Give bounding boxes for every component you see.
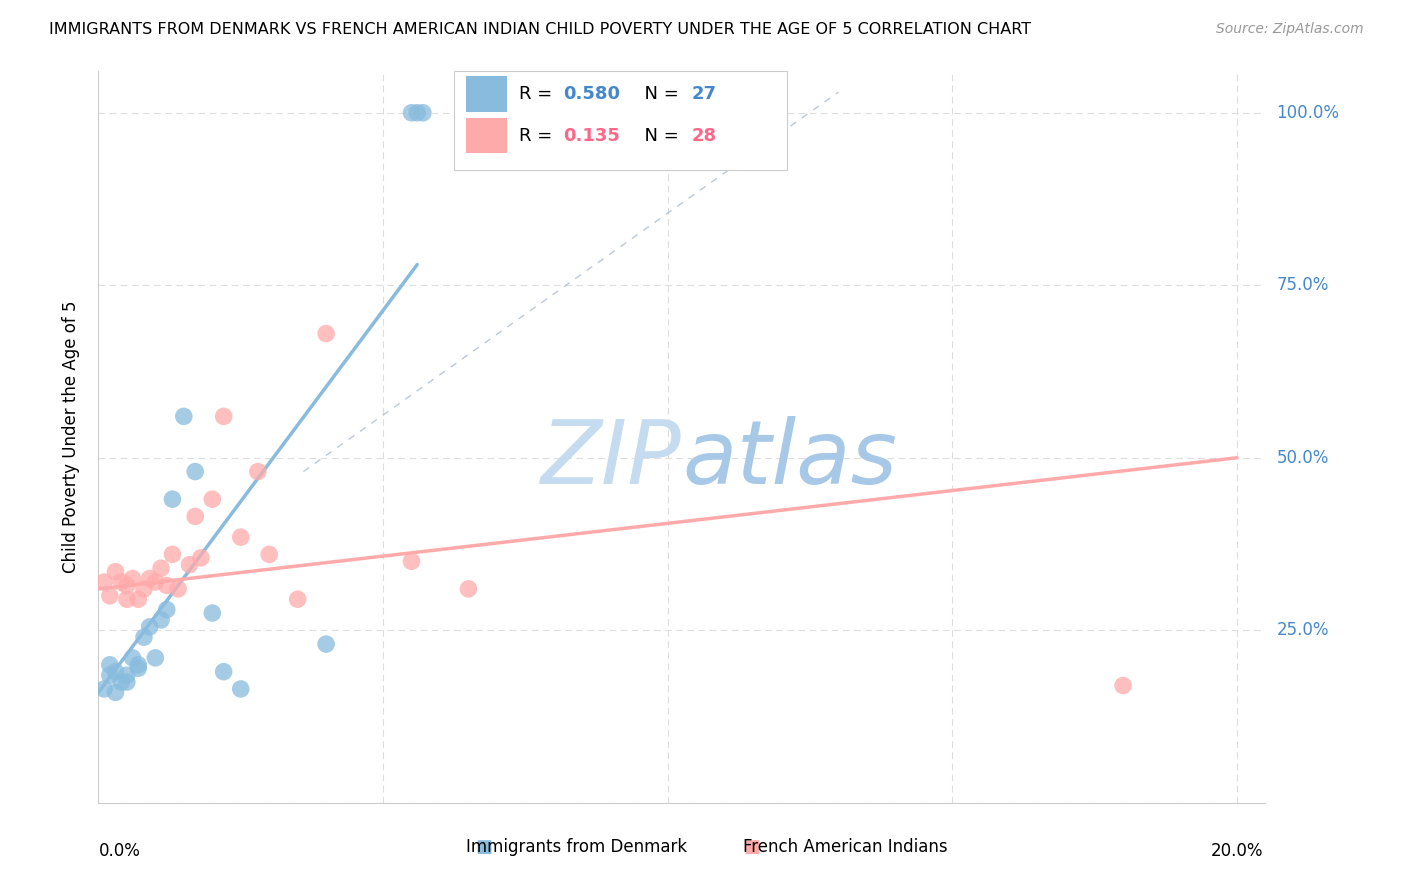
Point	[138, 572, 160, 586]
Point	[229, 530, 252, 544]
Text: IMMIGRANTS FROM DENMARK VS FRENCH AMERICAN INDIAN CHILD POVERTY UNDER THE AGE OF: IMMIGRANTS FROM DENMARK VS FRENCH AMERIC…	[49, 22, 1032, 37]
Text: ■: ■	[744, 838, 761, 855]
FancyBboxPatch shape	[454, 71, 787, 170]
Point	[127, 657, 149, 672]
Point	[98, 657, 121, 672]
Text: Immigrants from Denmark: Immigrants from Denmark	[467, 838, 688, 855]
Point	[115, 675, 138, 690]
Point	[104, 565, 127, 579]
Point	[143, 651, 166, 665]
Point	[212, 665, 235, 679]
Point	[179, 558, 201, 572]
Text: 25.0%: 25.0%	[1277, 622, 1329, 640]
Point	[457, 582, 479, 596]
Point	[104, 685, 127, 699]
Point	[212, 409, 235, 424]
Text: N =: N =	[633, 85, 685, 103]
Text: 0.580: 0.580	[562, 85, 620, 103]
Point	[156, 602, 179, 616]
Point	[93, 681, 115, 696]
Point	[184, 465, 207, 479]
Point	[104, 665, 127, 679]
Point	[412, 105, 434, 120]
Point	[127, 592, 149, 607]
Text: ZIP: ZIP	[541, 416, 682, 502]
Point	[115, 578, 138, 592]
Point	[121, 572, 143, 586]
Point	[132, 582, 155, 596]
Point	[138, 620, 160, 634]
Point	[115, 592, 138, 607]
Text: 0.0%: 0.0%	[98, 842, 141, 860]
Point	[1112, 678, 1135, 692]
Point	[173, 409, 195, 424]
Point	[93, 574, 115, 589]
Point	[401, 554, 423, 568]
Point	[115, 668, 138, 682]
Text: 0.135: 0.135	[562, 127, 620, 145]
Text: atlas: atlas	[682, 416, 897, 502]
Text: 27: 27	[692, 85, 716, 103]
Point	[184, 509, 207, 524]
Point	[201, 492, 224, 507]
Point	[110, 675, 132, 690]
Text: French American Indians: French American Indians	[742, 838, 948, 855]
Point	[162, 548, 184, 562]
Y-axis label: Child Poverty Under the Age of 5: Child Poverty Under the Age of 5	[62, 301, 80, 574]
Point	[599, 105, 621, 120]
Point	[190, 550, 212, 565]
Point	[287, 592, 309, 607]
Point	[315, 326, 337, 341]
FancyBboxPatch shape	[465, 77, 508, 112]
Point	[150, 561, 173, 575]
Point	[257, 548, 280, 562]
Point	[110, 574, 132, 589]
Point	[127, 661, 149, 675]
Point	[315, 637, 337, 651]
Text: ■: ■	[475, 838, 492, 855]
Text: 75.0%: 75.0%	[1277, 277, 1329, 294]
Point	[98, 589, 121, 603]
Point	[143, 574, 166, 589]
Text: 100.0%: 100.0%	[1277, 103, 1340, 122]
Point	[246, 465, 269, 479]
Text: R =: R =	[519, 127, 558, 145]
Point	[167, 582, 190, 596]
Point	[156, 578, 179, 592]
FancyBboxPatch shape	[465, 118, 508, 153]
Point	[162, 492, 184, 507]
Text: Source: ZipAtlas.com: Source: ZipAtlas.com	[1216, 22, 1364, 37]
Point	[121, 651, 143, 665]
Point	[406, 105, 429, 120]
Point	[132, 630, 155, 644]
Point	[401, 105, 423, 120]
Point	[150, 613, 173, 627]
Text: R =: R =	[519, 85, 558, 103]
Point	[201, 606, 224, 620]
Point	[98, 668, 121, 682]
Text: 50.0%: 50.0%	[1277, 449, 1329, 467]
Point	[229, 681, 252, 696]
Text: 28: 28	[692, 127, 717, 145]
Text: N =: N =	[633, 127, 685, 145]
Text: 20.0%: 20.0%	[1211, 842, 1263, 860]
